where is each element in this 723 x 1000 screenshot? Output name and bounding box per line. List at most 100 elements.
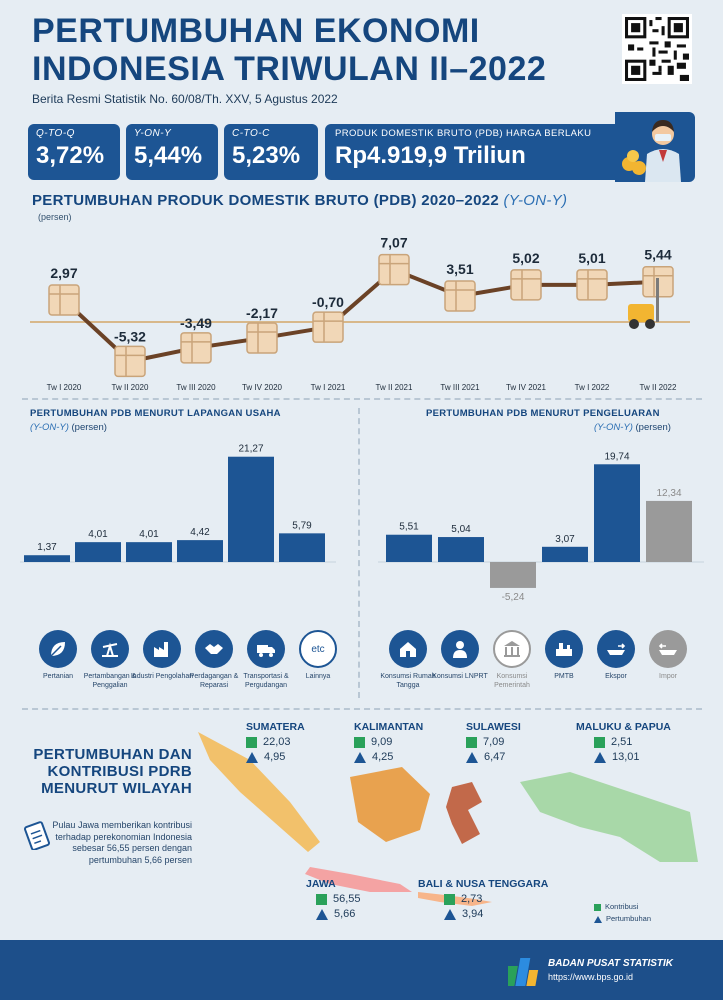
sector-transportasi: Transportasi & Pergudangan — [234, 630, 298, 690]
box-tape — [577, 269, 607, 300]
data-point-box — [444, 280, 476, 312]
region-maluku-papua: MALUKU & PAPUA 2,51 13,01 — [576, 721, 671, 763]
pertumbuhan-icon — [466, 751, 478, 763]
clipboard-icon — [22, 820, 54, 851]
forklift-icon — [628, 278, 659, 329]
sector-pertambangan: Pertambangan & Penggalian — [78, 630, 142, 690]
box-body — [180, 332, 212, 364]
forklift-mast — [656, 278, 659, 322]
komponen-konsumsi-rt: Konsumsi Rumah Tangga — [376, 630, 440, 690]
pengeluaran-unit: (Y-ON-Y) (persen) — [594, 422, 671, 433]
bar-value-label: 4,01 — [139, 529, 159, 540]
pertumbuhan-icon — [316, 908, 328, 920]
bar-value-label: 19,74 — [604, 451, 629, 462]
region-pertumbuhan: 3,94 — [444, 908, 548, 920]
bar — [646, 500, 692, 562]
sector-label: Industri Pengolahan — [130, 673, 194, 680]
footer-url[interactable]: https://www.bps.go.id — [548, 972, 634, 982]
data-point-box — [48, 284, 80, 316]
legend-pertumbuhan: Pertumbuhan — [594, 914, 651, 923]
region-title-line-3: MENURUT WILAYAH — [41, 780, 192, 797]
region-kontribusi: 22,03 — [246, 736, 305, 748]
leaf-icon — [39, 630, 77, 668]
pertumbuhan-icon — [444, 908, 456, 920]
region-bali-nusa-tenggara: BALI & NUSA TENGGARA 2,73 3,94 — [418, 878, 548, 920]
factory-icon — [143, 630, 181, 668]
map-sumatera — [198, 732, 320, 852]
bar — [228, 456, 274, 562]
bar-value-label: 1,37 — [37, 542, 57, 553]
komponen-label: Konsumsi Pemerintah — [494, 673, 530, 689]
data-point-box — [180, 332, 212, 364]
data-point-box — [246, 322, 278, 354]
bar — [490, 562, 536, 588]
komponen-ekspor: Ekspor — [584, 630, 648, 682]
x-tick-label: Tw I 2022 — [575, 383, 610, 392]
kontribusi-icon — [316, 893, 327, 905]
page-title: PERTUMBUHAN EKONOMI INDONESIA TRIWULAN I… — [32, 14, 546, 86]
pdb-value: Rp4.919,9 Triliun — [335, 142, 526, 169]
region-kontribusi: 7,09 — [466, 736, 521, 748]
pertumbuhan-icon — [594, 751, 606, 763]
bar-value-label: 5,04 — [451, 524, 471, 535]
line-chart-title: PERTUMBUHAN PRODUK DOMESTIK BRUTO (PDB) … — [32, 192, 567, 209]
lapangan-unit-text: (persen) — [71, 422, 107, 433]
stat-label: Q-TO-Q — [36, 128, 75, 139]
box-body — [444, 280, 476, 312]
map-jawa — [305, 867, 412, 892]
stat-label: Y-ON-Y — [134, 128, 172, 139]
stat-label: C-TO-C — [232, 128, 270, 139]
box-tape — [181, 332, 211, 363]
x-tick-label: Tw IV 2020 — [242, 383, 283, 392]
pertumbuhan-icon — [354, 751, 366, 763]
x-tick-label: Tw II 2022 — [640, 383, 677, 392]
komponen-label: Konsumsi Rumah Tangga — [380, 673, 436, 689]
pertumbuhan-value: 3,94 — [462, 908, 484, 920]
pengeluaran-title: PERTUMBUHAN PDB MENURUT PENGELUARAN — [426, 408, 660, 419]
title-line-2: INDONESIA TRIWULAN II–2022 — [32, 50, 547, 88]
data-label: -3,49 — [180, 315, 212, 331]
handshake-icon — [195, 630, 233, 668]
box-body — [312, 311, 344, 343]
region-kontribusi: 56,55 — [316, 893, 361, 905]
region-title-line-2: KONTRIBUSI PDRB — [47, 763, 192, 780]
ship-import-icon — [649, 630, 687, 668]
sector-label: Pertanian — [43, 673, 73, 680]
data-label: 5,02 — [512, 250, 539, 266]
businessman-illustration — [615, 112, 695, 182]
pertumbuhan-value: 4,95 — [264, 751, 286, 763]
region-sulawesi: SULAWESI 7,09 6,47 — [466, 721, 521, 763]
pengeluaran-unit-italic: (Y-ON-Y) — [594, 422, 633, 433]
komponen-impor: Impor — [636, 630, 700, 682]
x-tick-label: Tw I 2021 — [311, 383, 346, 392]
kontribusi-icon — [594, 736, 605, 748]
data-point-box — [312, 311, 344, 343]
bar — [24, 555, 70, 562]
qr-code[interactable] — [622, 14, 692, 84]
box-body — [576, 269, 608, 301]
kontribusi-value: 7,09 — [483, 736, 505, 748]
pertumbuhan-value: 4,25 — [372, 751, 394, 763]
bar — [438, 537, 484, 562]
stat-value: 5,23% — [232, 142, 301, 169]
section-divider — [22, 398, 702, 400]
kontribusi-value: 2,51 — [611, 736, 633, 748]
region-title-line-1: PERTUMBUHAN DAN — [33, 746, 192, 763]
region-pertumbuhan: 6,47 — [466, 751, 521, 763]
x-tick-label: Tw II 2020 — [112, 383, 149, 392]
region-kontribusi: 9,09 — [354, 736, 423, 748]
region-sumatera: SUMATERA 22,03 4,95 — [246, 721, 305, 763]
bps-logo-icon — [504, 954, 542, 988]
region-pertumbuhan: 13,01 — [594, 751, 671, 763]
data-label: 5,44 — [644, 247, 671, 263]
title-line-1: PERTUMBUHAN EKONOMI — [32, 12, 480, 50]
map-bali-nusa — [418, 892, 492, 906]
footer-org: BADAN PUSAT STATISTIK — [548, 958, 673, 969]
box-tape — [643, 266, 673, 297]
box-body — [48, 284, 80, 316]
legend-pertumbuhan-label: Pertumbuhan — [606, 914, 652, 923]
pengeluaran-icon-row: Konsumsi Rumah Tangga Konsumsi LNPRT Kon… — [368, 630, 708, 700]
box-tape — [379, 254, 409, 285]
komponen-pemerintah: Konsumsi Pemerintah — [480, 630, 544, 690]
